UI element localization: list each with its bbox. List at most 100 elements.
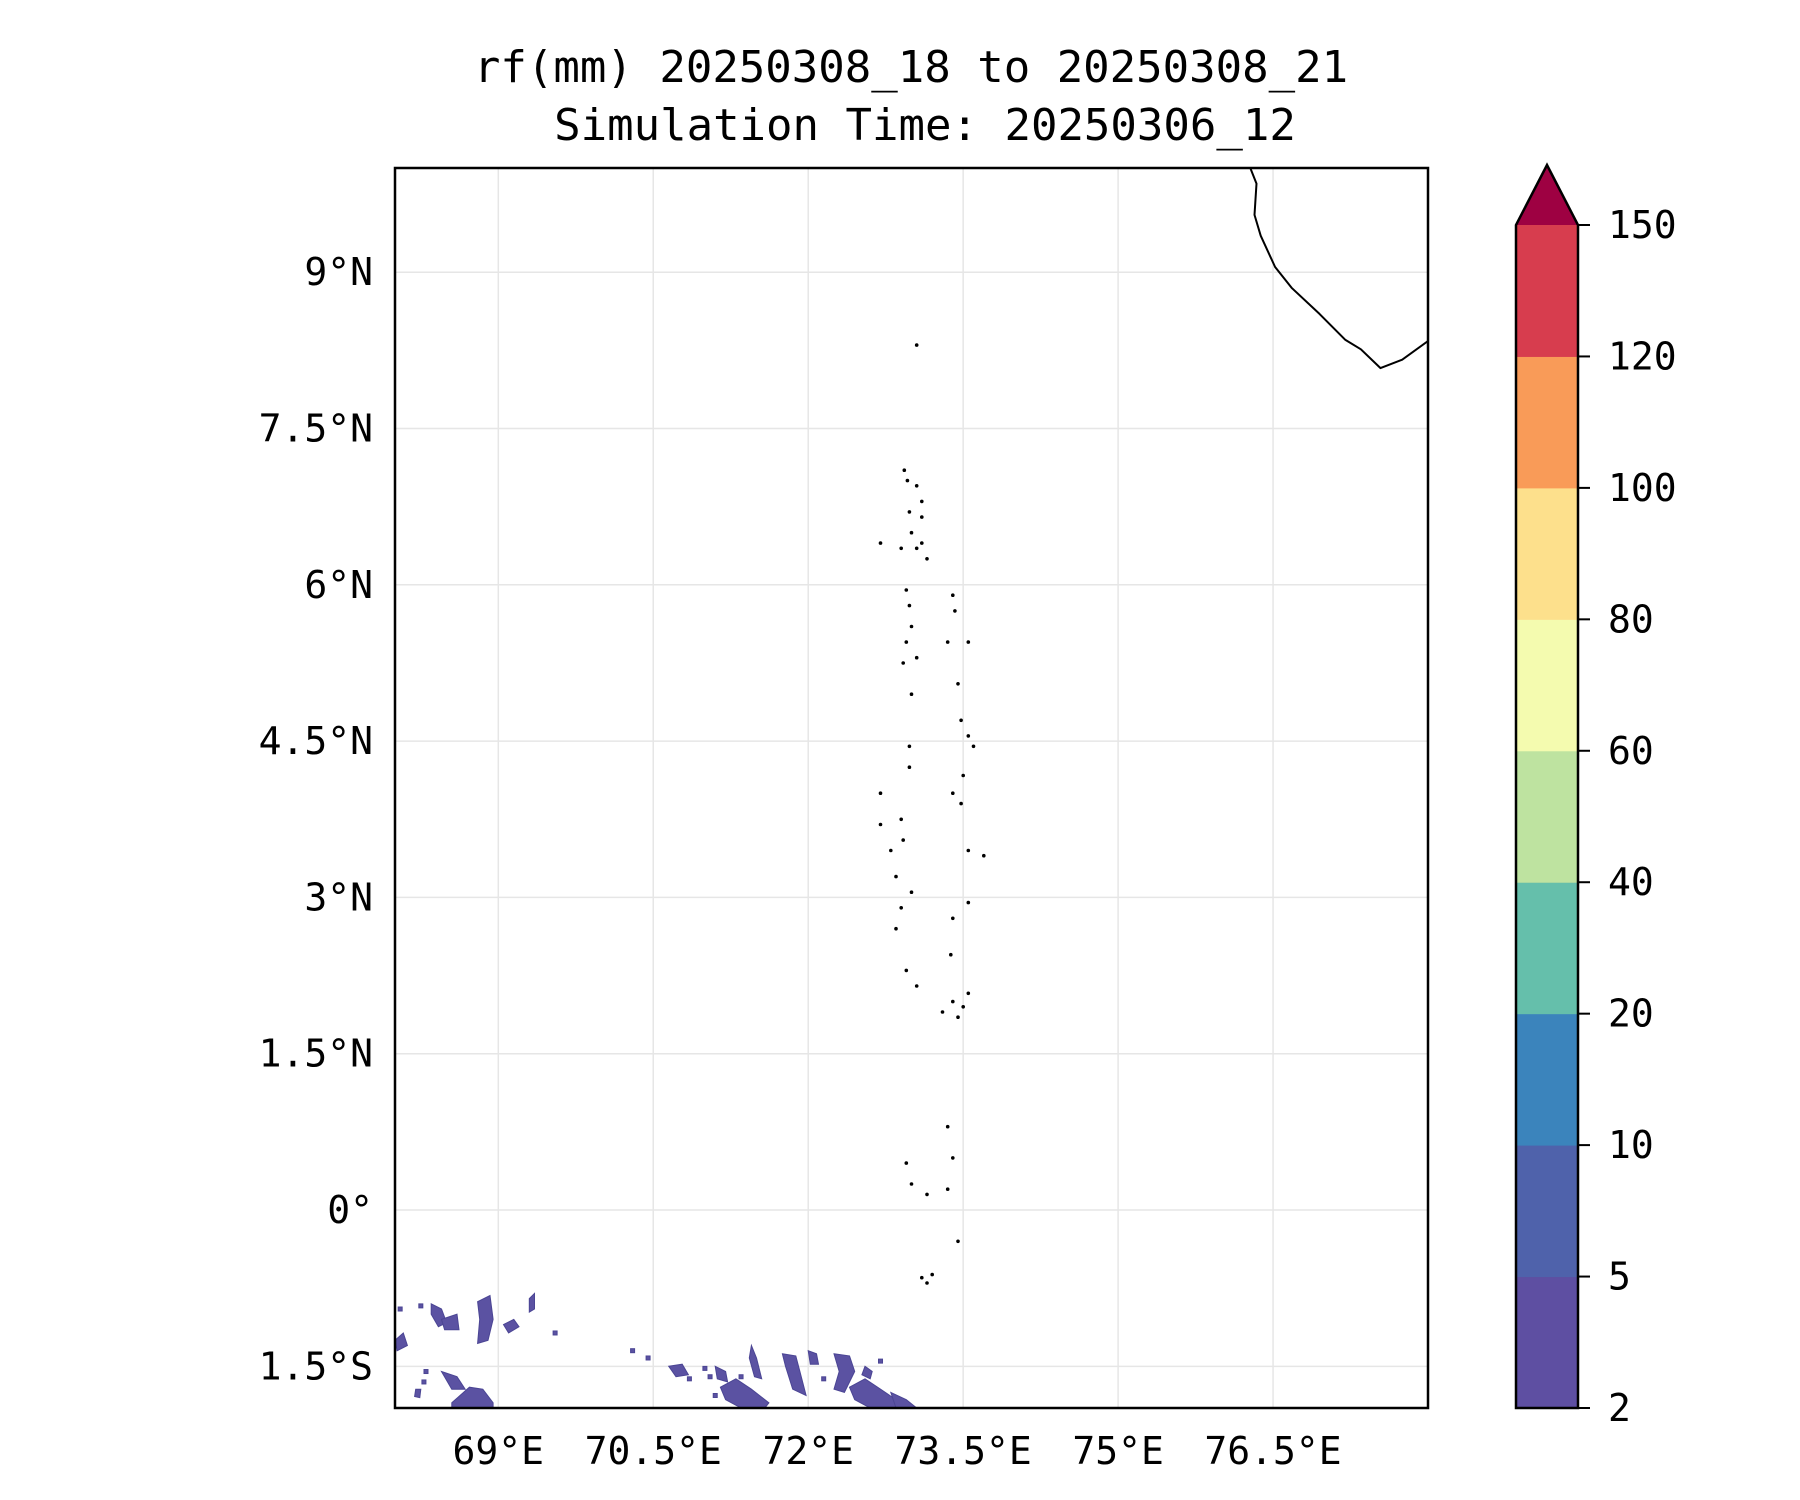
island-14 (907, 603, 912, 608)
island-7 (909, 530, 914, 535)
island-12 (914, 546, 919, 551)
island-48 (914, 984, 919, 988)
rain-cell-14 (807, 1349, 820, 1365)
rain-cell-6 (440, 1370, 467, 1390)
island-22 (945, 640, 950, 644)
island-42 (899, 906, 903, 910)
rain-cell-0 (395, 1332, 409, 1352)
island-18 (904, 640, 909, 644)
colorbar-outline (1514, 162, 1580, 1410)
island-61 (920, 1275, 924, 1280)
coastline-india (1249, 168, 1428, 370)
rain-speck-9 (712, 1392, 718, 1398)
island-51 (966, 991, 971, 996)
map-title-line-1: rf(mm) 20250308_18 to 20250308_21 (474, 42, 1348, 93)
colorbar-segment-8 (1516, 225, 1578, 357)
island-24 (956, 682, 960, 686)
rain-cell-5 (528, 1292, 535, 1313)
colorbar-segment-4 (1516, 750, 1578, 883)
island-41 (909, 890, 914, 894)
lon-tick-label-2: 72°E (762, 1429, 854, 1473)
colorbar-tick-label-8: 120 (1608, 334, 1677, 378)
island-10 (878, 541, 883, 545)
island-6 (920, 515, 924, 519)
island-52 (956, 1015, 960, 1019)
map-frame (393, 166, 1430, 1410)
island-36 (901, 838, 905, 842)
island-47 (904, 968, 909, 973)
colorbar-segment-0 (1516, 1276, 1578, 1409)
colorbar-segment-7 (1516, 356, 1578, 489)
longitude-tick-labels: 69°E 70.5°E 72°E 73.5°E 75°E 76.5°E (453, 1429, 1342, 1473)
island-32 (959, 801, 963, 806)
island-39 (982, 853, 986, 858)
lon-tick-label-1: 70.5°E (585, 1429, 722, 1473)
island-30 (961, 773, 965, 778)
rainfall-field (395, 1292, 918, 1408)
island-4 (920, 499, 924, 504)
lat-tick-label-3: 4.5°N (259, 719, 373, 763)
colorbar-extend-arrow (1516, 165, 1578, 225)
island-25 (959, 718, 963, 723)
gridlines (395, 168, 1428, 1408)
colorbar-segment-5 (1516, 619, 1578, 752)
island-16 (951, 593, 955, 597)
island-8 (920, 541, 924, 545)
rain-speck-6 (645, 1355, 651, 1361)
island-55 (951, 1156, 955, 1160)
lat-tick-label-6: 0° (327, 1188, 373, 1232)
island-35 (878, 822, 883, 827)
rain-cell-18 (889, 1391, 918, 1408)
island-19 (914, 655, 919, 660)
lat-tick-label-5: 1.5°N (259, 1032, 373, 1076)
lat-tick-label-7: 1.5°S (259, 1344, 373, 1388)
island-15 (909, 624, 914, 629)
island-20 (901, 661, 905, 665)
latitude-tick-labels: 9°N 7.5°N 6°N 4.5°N 3°N 1.5°N 0° 1.5°S (259, 250, 373, 1388)
island-21 (909, 692, 914, 696)
rain-cell-3 (477, 1294, 494, 1345)
lon-tick-label-5: 76.5°E (1204, 1429, 1341, 1473)
rain-speck-11 (821, 1376, 827, 1382)
colorbar-tick-label-6: 80 (1608, 597, 1654, 641)
rain-cell-10 (714, 1365, 729, 1383)
rain-speck-12 (878, 1358, 884, 1364)
rain-cell-7 (414, 1388, 422, 1399)
rain-cell-8 (451, 1386, 494, 1408)
island-53 (940, 1010, 945, 1014)
island-40 (894, 874, 898, 879)
island-60 (956, 1239, 960, 1244)
rain-cell-12 (748, 1343, 763, 1380)
lon-tick-label-4: 75°E (1072, 1429, 1164, 1473)
coastlines (878, 168, 1428, 1285)
rain-cell-17 (861, 1365, 873, 1380)
island-2 (905, 478, 910, 483)
colorbar-tick-label-7: 100 (1608, 466, 1677, 510)
island-3 (914, 484, 919, 488)
island-27 (971, 744, 976, 749)
lat-tick-label-2: 6°N (304, 563, 373, 607)
rain-cell-4 (502, 1318, 520, 1334)
island-44 (966, 900, 971, 905)
island-58 (925, 1192, 929, 1197)
rain-cell-11 (719, 1378, 770, 1408)
lon-tick-label-0: 69°E (453, 1429, 545, 1473)
colorbar-tick-label-4: 40 (1608, 860, 1654, 904)
island-0 (914, 343, 919, 347)
rain-speck-2 (423, 1369, 429, 1375)
colorbar-tick-label-0: 2 (1608, 1386, 1631, 1430)
colorbar-segment-3 (1516, 882, 1578, 1015)
lat-tick-label-0: 9°N (304, 250, 373, 294)
rain-speck-8 (707, 1374, 713, 1380)
island-5 (907, 510, 912, 514)
island-54 (945, 1124, 950, 1129)
island-9 (925, 557, 929, 561)
rain-speck-10 (738, 1374, 744, 1380)
map-panel: 69°E 70.5°E 72°E 73.5°E 75°E 76.5°E 9°N 7.5°N 6… (259, 166, 1430, 1473)
colorbar: 2 5 10 20 40 60 80 100 120 150 (1514, 162, 1677, 1430)
rain-cell-15 (833, 1353, 856, 1394)
island-62 (925, 1281, 929, 1285)
island-17 (953, 609, 957, 613)
island-31 (951, 791, 955, 795)
